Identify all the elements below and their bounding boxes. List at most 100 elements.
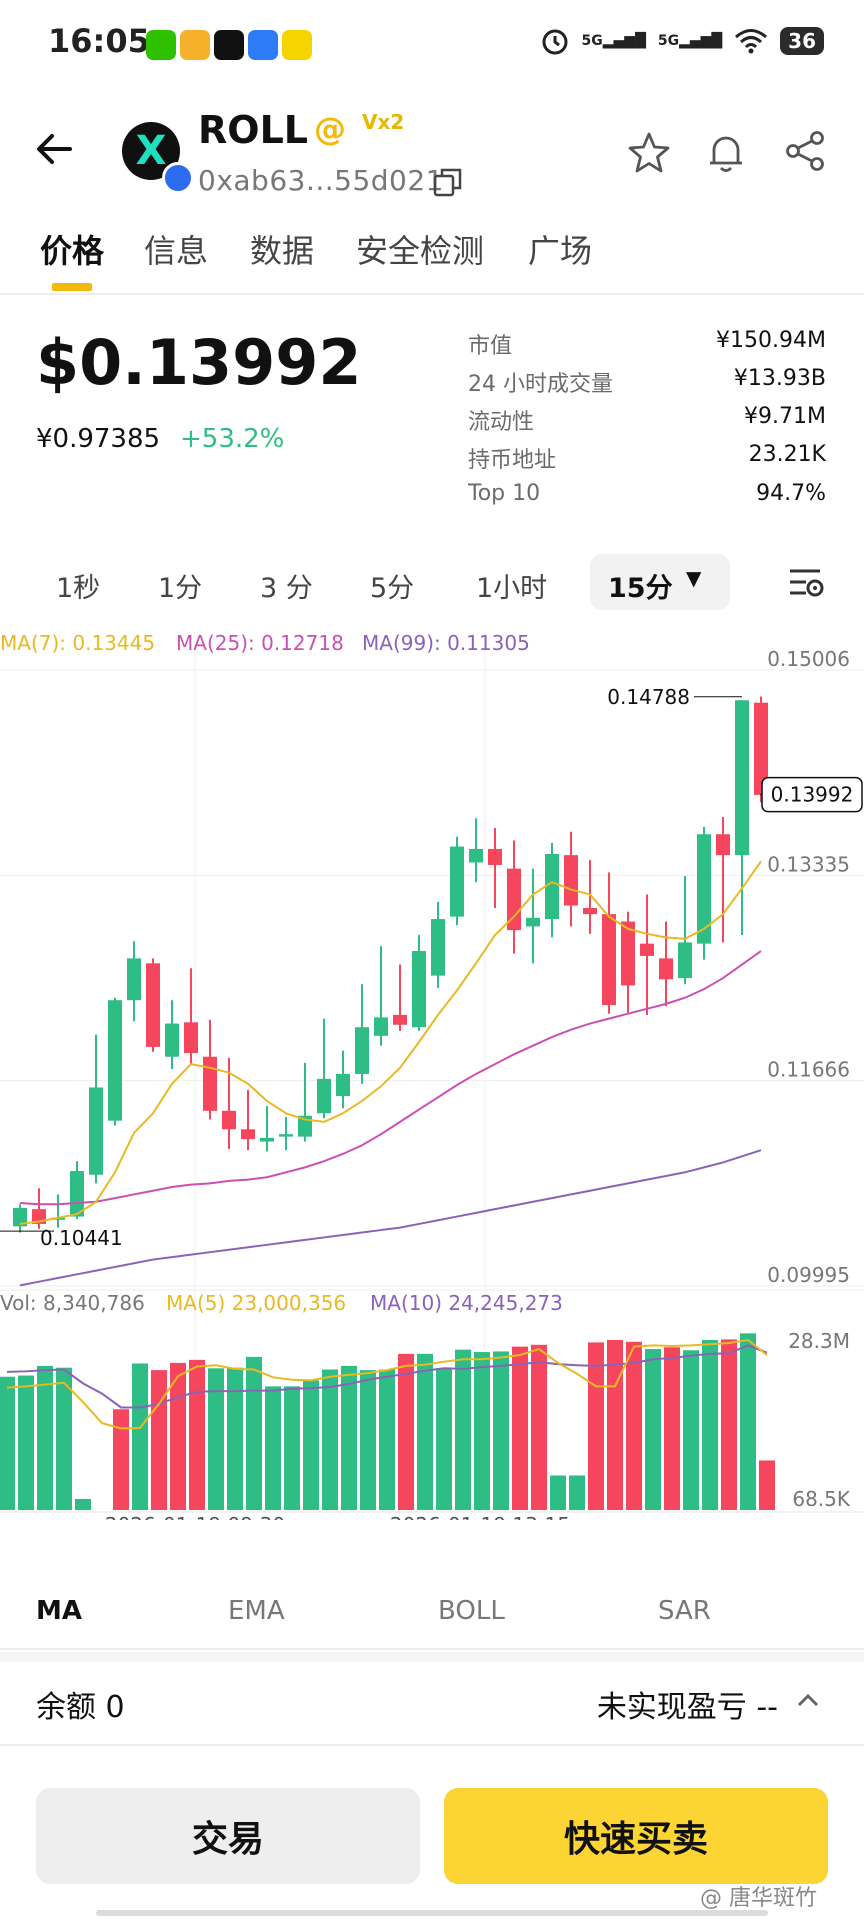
volume-ma5-line [6,1338,768,1430]
bell-icon[interactable] [702,128,750,176]
volume-bar [588,1342,604,1510]
stat-label-top10: Top 10 [468,481,541,506]
contract-address: 0xab63...55d021 [198,164,444,197]
ma99-line [19,1149,762,1287]
ma-legend-2: MA(99): 0.11305 [362,631,530,655]
candle-body [412,951,426,1028]
balance-divider [0,1744,864,1746]
volume-bar [37,1365,53,1510]
interval-1s[interactable]: 1秒 [56,573,101,604]
interval-3m[interactable]: 3 分 [260,573,313,604]
candle-body [754,702,768,795]
candle-body [13,1207,27,1227]
indicator-ema[interactable]: EMA [228,1596,285,1626]
volume-bar [569,1475,585,1510]
volume-bar [170,1362,186,1510]
volume-bar [132,1363,148,1510]
stat-label-holders: 持币地址 [468,448,557,473]
candle-body [165,1023,179,1057]
volume-bar [607,1340,623,1510]
chevron-up-icon[interactable] [794,1686,822,1714]
signal-icon-1: 5G▂▄▆█ [581,33,646,49]
status-time: 16:05 [48,22,150,60]
volume-bar [740,1333,756,1510]
tabs-divider [0,293,864,295]
volume-bar [189,1359,205,1510]
volume-bar [626,1341,642,1510]
bird-icon [248,30,278,60]
volume-bar [0,1376,15,1510]
tab-security-check[interactable]: 安全检测 [356,232,485,270]
status-indicators: 5G▂▄▆█ 5G▂▄▆█ 36 [540,26,824,56]
candle-body [507,868,521,931]
vx-badge-icon[interactable]: Vx2 [362,110,405,134]
interval-5m[interactable]: 5分 [370,573,415,604]
volume-legend-2: MA(10) 24,245,273 [370,1291,563,1315]
binance-icon [214,30,244,60]
volume-bar [227,1367,243,1510]
volume-bar [455,1349,471,1510]
candle-body [355,1027,369,1074]
current-price-tag [761,776,863,813]
stat-label-market-cap: 市值 [468,334,513,359]
volume-bar [702,1340,718,1510]
candle-body [127,958,141,1001]
candle-body [203,1056,217,1111]
star-icon[interactable] [626,130,672,176]
token-logo: X [122,122,180,180]
stat-value-liquidity: ¥9.71M [744,404,826,429]
volume-bar [398,1353,414,1510]
volume-bar [56,1367,72,1510]
copy-icon[interactable] [432,166,464,198]
indicator-sar[interactable]: SAR [658,1596,711,1626]
y-tick-label: 0.13335 [767,852,850,876]
x-tick-label: 2026-01-19 13:15 [390,1513,570,1520]
indicator-ma[interactable]: MA [36,1596,82,1626]
tab-info[interactable]: 信息 [144,232,209,270]
stat-label-liquidity: 流动性 [468,410,535,435]
balance-text: 余额 0 [36,1690,125,1725]
candle-body [70,1171,84,1217]
interval-1m[interactable]: 1分 [158,573,203,604]
signal-label-1: 5G [581,33,603,49]
chart-settings-icon[interactable] [786,562,826,602]
indicator-boll[interactable]: BOLL [438,1596,505,1626]
candle-body [564,855,578,906]
at-badge-icon[interactable]: @ [314,110,346,148]
unrealized-pnl[interactable]: 未实现盈亏 -- [596,1690,778,1725]
volume-bar [151,1370,167,1510]
y-tick-label: 0.11666 [767,1058,850,1082]
stat-value-top10: 94.7% [756,481,826,506]
price-chart[interactable]: 0.15006 0.13335 0.11666 0.09995 MA(7): 0.134… [0,620,864,1520]
interval-1h[interactable]: 1小时 [476,573,548,604]
tab-data[interactable]: 数据 [250,232,315,270]
candle-body [108,1000,122,1121]
share-icon[interactable] [782,128,828,174]
indicator-divider [0,1648,864,1650]
volume-bar [759,1460,775,1510]
section-separator [0,1652,864,1662]
ma25-line [19,950,762,1206]
price-change: +53.2% [180,424,285,454]
trade-button[interactable]: 交易 [36,1788,420,1884]
signal-label-2: 5G [657,33,680,49]
volume-bar [113,1409,129,1510]
tab-price[interactable]: 价格 [40,232,105,270]
x-tick-label: 2026-01-19 09:30 [105,1513,285,1520]
volume-bar [246,1356,262,1510]
volume-y-tick-min: 68.5K [792,1487,851,1511]
quick-trade-button[interactable]: 快速买卖 [444,1788,828,1884]
candle-body [260,1137,274,1142]
candle-body [241,1129,255,1140]
ma7-line [19,860,762,1225]
y-tick-label: 0.15006 [767,647,850,671]
volume-ma10-line [6,1344,768,1409]
volume-y-tick-max: 28.3M [788,1329,850,1353]
high-price-label: 0.14788 [607,685,690,709]
volume-bar [436,1368,452,1510]
y-tick-label: 0.09995 [767,1263,850,1287]
interval-selector[interactable]: 15分 ▼ [590,554,730,610]
stat-value-holders: 23.21K [748,442,826,467]
back-arrow-icon[interactable] [30,125,78,173]
tab-square[interactable]: 广场 [528,232,593,270]
